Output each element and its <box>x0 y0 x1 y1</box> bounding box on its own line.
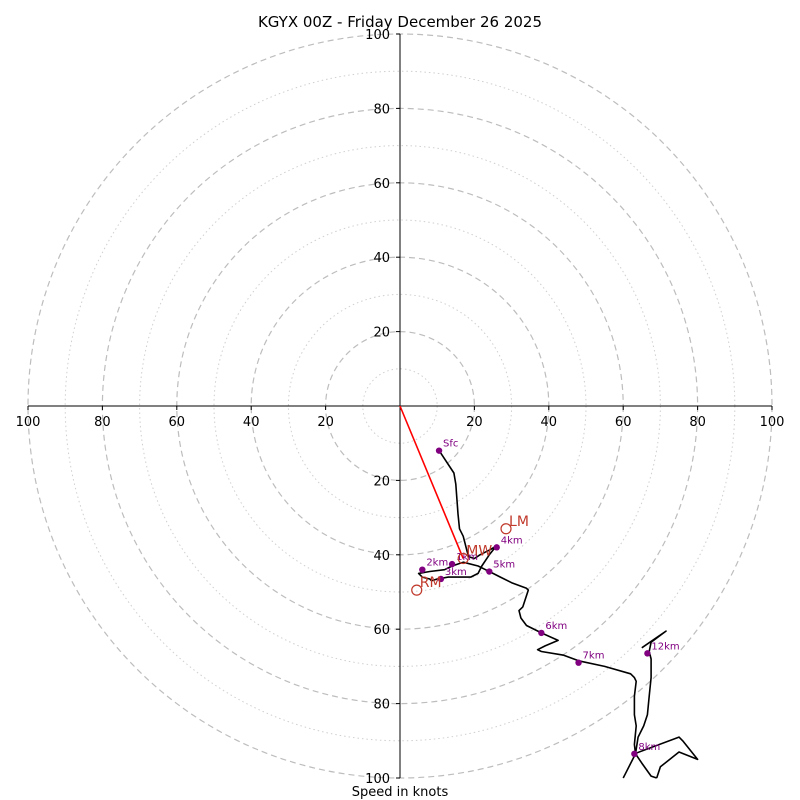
storm-motion-marker <box>500 523 512 535</box>
height-marker-dot <box>575 659 582 666</box>
height-marker-dot <box>631 750 638 758</box>
height-marker-dot <box>486 568 493 575</box>
chart-title: KGYX 00Z - Friday December 26 2025 <box>258 13 542 31</box>
storm-motion-label: RM <box>420 575 442 591</box>
height-marker-dot <box>419 566 426 573</box>
height-marker-dot <box>493 544 500 551</box>
height-marker-label: Sfc <box>443 439 458 450</box>
x-axis-label: Speed in knots <box>352 785 449 800</box>
y-tick-label: 40 <box>373 549 390 564</box>
x-tick-label: 20 <box>317 415 334 430</box>
storm-motion-markers: LM MW RM <box>411 514 529 596</box>
height-marker-label: 12km <box>651 641 679 652</box>
height-marker-dot <box>435 447 443 454</box>
x-tick-label: 100 <box>16 415 41 430</box>
trace-line-upper <box>634 630 667 779</box>
height-marker-label: 8km <box>638 742 660 753</box>
storm-motion-label: MW <box>466 544 492 560</box>
trace-line-lower <box>417 450 638 779</box>
y-tick-label: 100 <box>365 28 390 43</box>
height-marker-label: 5km <box>493 560 515 571</box>
y-tick-label: 80 <box>373 102 390 117</box>
y-tick-label: 20 <box>373 326 390 341</box>
x-tick-label: 60 <box>169 415 186 430</box>
x-tick-label: 60 <box>615 415 632 430</box>
y-tick-label: 60 <box>373 623 390 638</box>
height-marker-label: 1km <box>456 552 478 563</box>
height-marker-dot <box>644 650 651 657</box>
height-marker-label: 2km <box>426 558 448 569</box>
y-tick-label: 100 <box>365 772 390 787</box>
hodograph-trace <box>417 450 699 779</box>
storm-motion-marker <box>457 552 469 565</box>
height-marker-label: 3km <box>445 567 467 578</box>
height-marker-dot <box>448 560 456 568</box>
y-tick-label: 80 <box>373 698 390 713</box>
shear-vector-line <box>399 405 464 559</box>
height-marker-label: 7km <box>583 651 605 662</box>
height-marker-label: 4km <box>501 535 523 546</box>
trace-group <box>417 450 699 779</box>
x-tick-label: 80 <box>689 415 706 430</box>
y-tick-label: 60 <box>373 177 390 192</box>
trace-line-tail <box>634 736 699 779</box>
x-tick-label: 40 <box>243 415 260 430</box>
x-tick-label: 20 <box>466 415 483 430</box>
storm-motion-label: LM <box>509 514 529 530</box>
shear-vector <box>399 405 464 559</box>
y-tick-label: 20 <box>373 474 390 489</box>
y-tick-label: 40 <box>373 251 390 266</box>
x-tick-label: 100 <box>760 415 785 430</box>
height-marker-label: 6km <box>545 621 567 632</box>
height-marker-dot <box>437 575 445 583</box>
tick-labels: 100 80 60 40 20 20 40 60 80 100 100 80 60 40 20 20 40 60 8… <box>16 28 785 787</box>
x-tick-label: 80 <box>94 415 111 430</box>
height-marker-dot <box>538 629 545 637</box>
x-tick-label: 40 <box>541 415 558 430</box>
storm-motion-marker <box>411 584 423 596</box>
